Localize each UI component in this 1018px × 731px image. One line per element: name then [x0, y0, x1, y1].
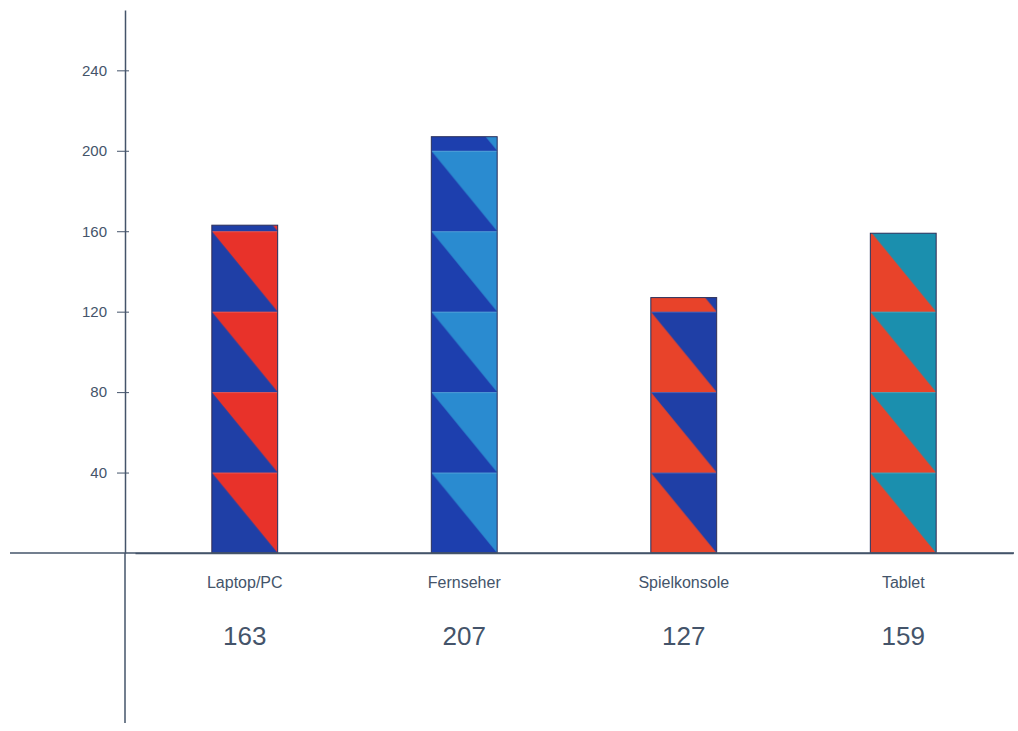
y-tick-label: 200 — [82, 142, 107, 159]
data-labels: 163 207 127 159 — [223, 621, 925, 651]
x-tick-label: Laptop/PC — [207, 574, 283, 591]
y-tick: 200 — [82, 142, 129, 159]
y-tick-mark — [117, 392, 129, 393]
data-label: 159 — [882, 621, 925, 651]
x-tick: Fernseher — [428, 553, 502, 591]
x-tick: Spielkonsole — [638, 553, 729, 591]
x-tick: Tablet — [882, 553, 925, 591]
y-tick: 240 — [82, 62, 129, 79]
data-label: 163 — [223, 621, 266, 651]
bar — [212, 225, 278, 553]
y-tick-label: 40 — [90, 464, 107, 481]
y-axis-domain — [125, 11, 127, 554]
y-tick-label: 160 — [82, 223, 107, 240]
x-tick: Laptop/PC — [207, 553, 283, 591]
y-tick: 120 — [82, 303, 129, 320]
y-tick-mark — [117, 151, 129, 152]
data-label: 207 — [443, 621, 486, 651]
y-tick-label: 80 — [90, 383, 107, 400]
y-tick-mark — [117, 70, 129, 71]
y-tick-mark — [117, 312, 129, 313]
x-axis: Laptop/PC Fernseher Spielkonsole Tablet — [136, 553, 1014, 591]
y-tick-label: 240 — [82, 62, 107, 79]
data-label: 127 — [662, 621, 705, 651]
y-axis-extension — [124, 553, 126, 723]
bar — [651, 298, 717, 553]
x-tick-label: Spielkonsole — [638, 574, 729, 591]
bar — [870, 233, 936, 553]
y-axis: 40 80 120 160 200 240 — [82, 11, 129, 554]
bars — [212, 137, 936, 553]
x-tick-label: Tablet — [882, 574, 925, 591]
x-axis-domain — [136, 553, 1014, 555]
y-tick-mark — [117, 473, 129, 474]
x-tick-label: Fernseher — [428, 574, 502, 591]
chart: 40 80 120 160 200 240 Laptop/PC Fernseher Spielk… — [0, 0, 1018, 731]
y-tick: 40 — [90, 464, 129, 481]
y-tick: 80 — [90, 383, 129, 400]
x-axis-line — [10, 552, 1014, 554]
y-tick-mark — [117, 231, 129, 232]
y-tick: 160 — [82, 223, 129, 240]
y-tick-label: 120 — [82, 303, 107, 320]
bar — [431, 137, 497, 553]
